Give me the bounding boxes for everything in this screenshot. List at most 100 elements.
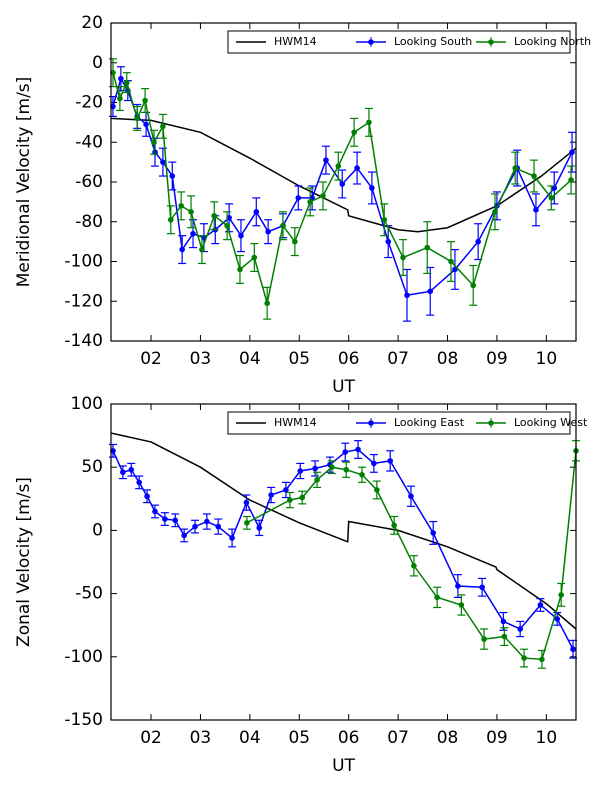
y-tick-label: 0 <box>92 520 103 540</box>
legend: HWM14 Looking East Looking West <box>227 411 588 435</box>
data-point <box>190 230 196 237</box>
data-point <box>351 129 357 136</box>
data-point <box>359 471 365 478</box>
y-axis-label: Zonal Velocity [m/s] <box>14 477 34 647</box>
data-point <box>188 209 194 215</box>
data-point <box>307 199 313 205</box>
x-tick-label: 06 <box>338 728 360 748</box>
x-tick-label: 08 <box>437 349 459 369</box>
data-point <box>160 159 166 165</box>
data-point <box>554 616 561 622</box>
data-point <box>374 487 380 493</box>
y-tick-label: 20 <box>81 13 103 33</box>
data-point <box>568 177 574 183</box>
data-point <box>531 173 537 179</box>
data-point <box>256 525 263 531</box>
data-point <box>192 523 198 530</box>
data-point <box>120 469 126 476</box>
data-point <box>144 493 150 500</box>
data-point <box>229 535 235 541</box>
data-point <box>128 466 135 473</box>
data-point <box>342 449 349 455</box>
data-point <box>475 238 481 245</box>
x-tick-label: 02 <box>140 728 162 748</box>
data-point <box>339 181 346 187</box>
data-point <box>178 203 184 209</box>
data-point <box>434 594 440 601</box>
x-tick-label: 09 <box>486 349 508 369</box>
subplot: -150 -100 -50 0 50 100 02 03 04 05 06 07 08 09 10 UT Zon… <box>14 394 588 776</box>
y-tick-label: -40 <box>75 132 103 152</box>
y-axis-label: Meridional Velocity [m/s] <box>14 77 34 288</box>
data-point <box>268 492 274 498</box>
data-point <box>251 254 258 261</box>
legend-label: HWM14 <box>274 35 317 48</box>
data-point <box>448 258 454 265</box>
data-point <box>521 655 527 661</box>
x-tick-label: 03 <box>190 349 212 369</box>
y-tick-label: 0 <box>92 53 103 73</box>
data-point <box>387 458 393 464</box>
data-point <box>385 238 392 245</box>
y-tick-label: -120 <box>64 291 103 311</box>
data-point <box>136 479 142 486</box>
y-tick-label: -150 <box>64 710 103 730</box>
x-tick-label: 09 <box>486 728 508 748</box>
data-point <box>160 123 166 130</box>
data-point <box>237 266 243 273</box>
data-point <box>265 228 271 235</box>
data-point <box>366 119 372 126</box>
data-point <box>569 149 575 155</box>
x-tick-label: 02 <box>140 349 162 369</box>
data-point <box>427 288 434 295</box>
data-point <box>238 232 244 239</box>
legend-frame <box>227 411 571 435</box>
data-point <box>481 636 487 642</box>
data-point <box>224 222 230 229</box>
data-point <box>381 216 388 223</box>
data-point <box>558 592 564 598</box>
data-point <box>244 520 250 526</box>
data-point <box>134 115 140 122</box>
data-point <box>371 460 377 467</box>
x-tick-label: 10 <box>536 728 558 748</box>
x-axis-label: UT <box>332 377 355 397</box>
data-point <box>408 493 414 500</box>
data-point <box>354 165 360 171</box>
legend-label: HWM14 <box>274 416 317 429</box>
x-tick-label: 05 <box>288 349 310 369</box>
y-tick-label: -50 <box>75 584 103 604</box>
data-point <box>369 185 375 191</box>
data-point <box>500 618 507 625</box>
data-point <box>181 532 187 539</box>
data-point <box>169 173 176 179</box>
series-line <box>110 432 577 630</box>
data-point <box>151 139 157 146</box>
legend-label: Looking North <box>514 35 591 48</box>
data-point <box>162 516 168 522</box>
data-point <box>391 522 397 529</box>
series-line <box>246 450 577 661</box>
data-point <box>355 446 361 453</box>
data-point <box>479 584 485 591</box>
data-point <box>492 209 498 215</box>
data-point <box>501 633 508 640</box>
data-point <box>548 195 555 201</box>
axes-frame <box>110 22 577 342</box>
data-point <box>283 487 289 493</box>
data-point <box>152 508 158 515</box>
legend-label: Looking West <box>514 416 588 429</box>
x-tick-label: 04 <box>239 349 261 369</box>
data-point <box>314 477 320 483</box>
data-point <box>458 602 465 608</box>
data-point <box>142 97 148 104</box>
data-point <box>167 216 174 223</box>
data-point <box>204 518 210 525</box>
data-point <box>292 238 298 245</box>
data-point <box>512 165 519 171</box>
legend-label: Looking East <box>394 416 465 429</box>
data-point <box>539 656 545 663</box>
x-tick-label: 07 <box>387 728 409 748</box>
x-tick-label: 06 <box>338 349 360 369</box>
